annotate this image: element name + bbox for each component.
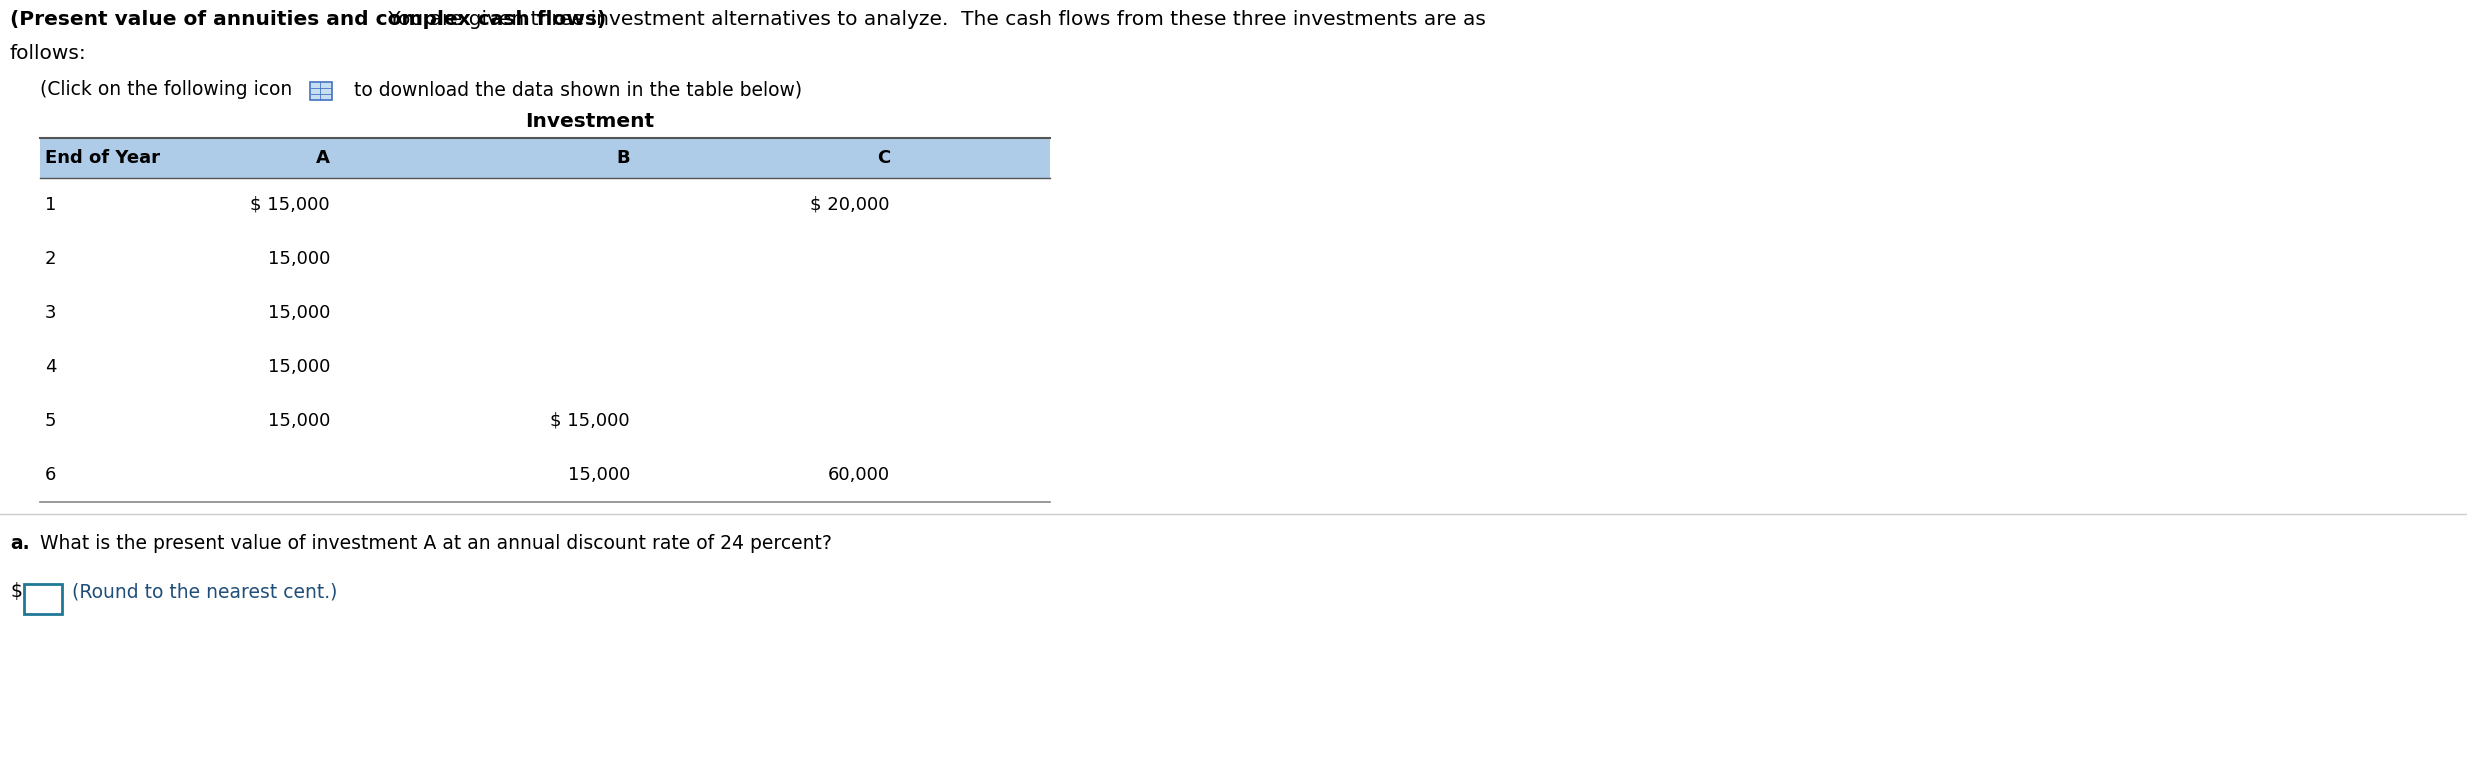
Text: 15,000: 15,000 bbox=[567, 466, 629, 484]
Text: A: A bbox=[316, 149, 331, 167]
Text: a.: a. bbox=[10, 534, 30, 553]
Text: (Click on the following icon: (Click on the following icon bbox=[39, 80, 291, 99]
Text: follows:: follows: bbox=[10, 44, 86, 63]
Text: (Round to the nearest cent.): (Round to the nearest cent.) bbox=[72, 582, 338, 601]
Text: $ 15,000: $ 15,000 bbox=[249, 196, 331, 214]
Text: $: $ bbox=[10, 582, 22, 601]
Text: 60,000: 60,000 bbox=[829, 466, 891, 484]
Text: 15,000: 15,000 bbox=[266, 412, 331, 430]
Text: 15,000: 15,000 bbox=[266, 250, 331, 268]
Text: $ 15,000: $ 15,000 bbox=[550, 412, 629, 430]
Text: 15,000: 15,000 bbox=[266, 304, 331, 322]
Text: You are given three investment alternatives to analyze.  The cash flows from the: You are given three investment alternati… bbox=[382, 10, 1485, 29]
FancyBboxPatch shape bbox=[311, 82, 333, 100]
Text: (Present value of annuities and complex cash flows): (Present value of annuities and complex … bbox=[10, 10, 607, 29]
Text: 6: 6 bbox=[44, 466, 57, 484]
Text: B: B bbox=[617, 149, 629, 167]
FancyBboxPatch shape bbox=[39, 138, 1051, 178]
Text: 4: 4 bbox=[44, 358, 57, 376]
Text: 1: 1 bbox=[44, 196, 57, 214]
Text: $ 20,000: $ 20,000 bbox=[812, 196, 891, 214]
Text: to download the data shown in the table below): to download the data shown in the table … bbox=[343, 80, 802, 99]
Text: 3: 3 bbox=[44, 304, 57, 322]
FancyBboxPatch shape bbox=[25, 584, 62, 614]
Text: End of Year: End of Year bbox=[44, 149, 160, 167]
Text: 2: 2 bbox=[44, 250, 57, 268]
Text: Investment: Investment bbox=[525, 112, 654, 131]
Text: 5: 5 bbox=[44, 412, 57, 430]
Text: 15,000: 15,000 bbox=[266, 358, 331, 376]
Text: What is the present value of investment A at an annual discount rate of 24 perce: What is the present value of investment … bbox=[35, 534, 831, 553]
Text: C: C bbox=[876, 149, 891, 167]
